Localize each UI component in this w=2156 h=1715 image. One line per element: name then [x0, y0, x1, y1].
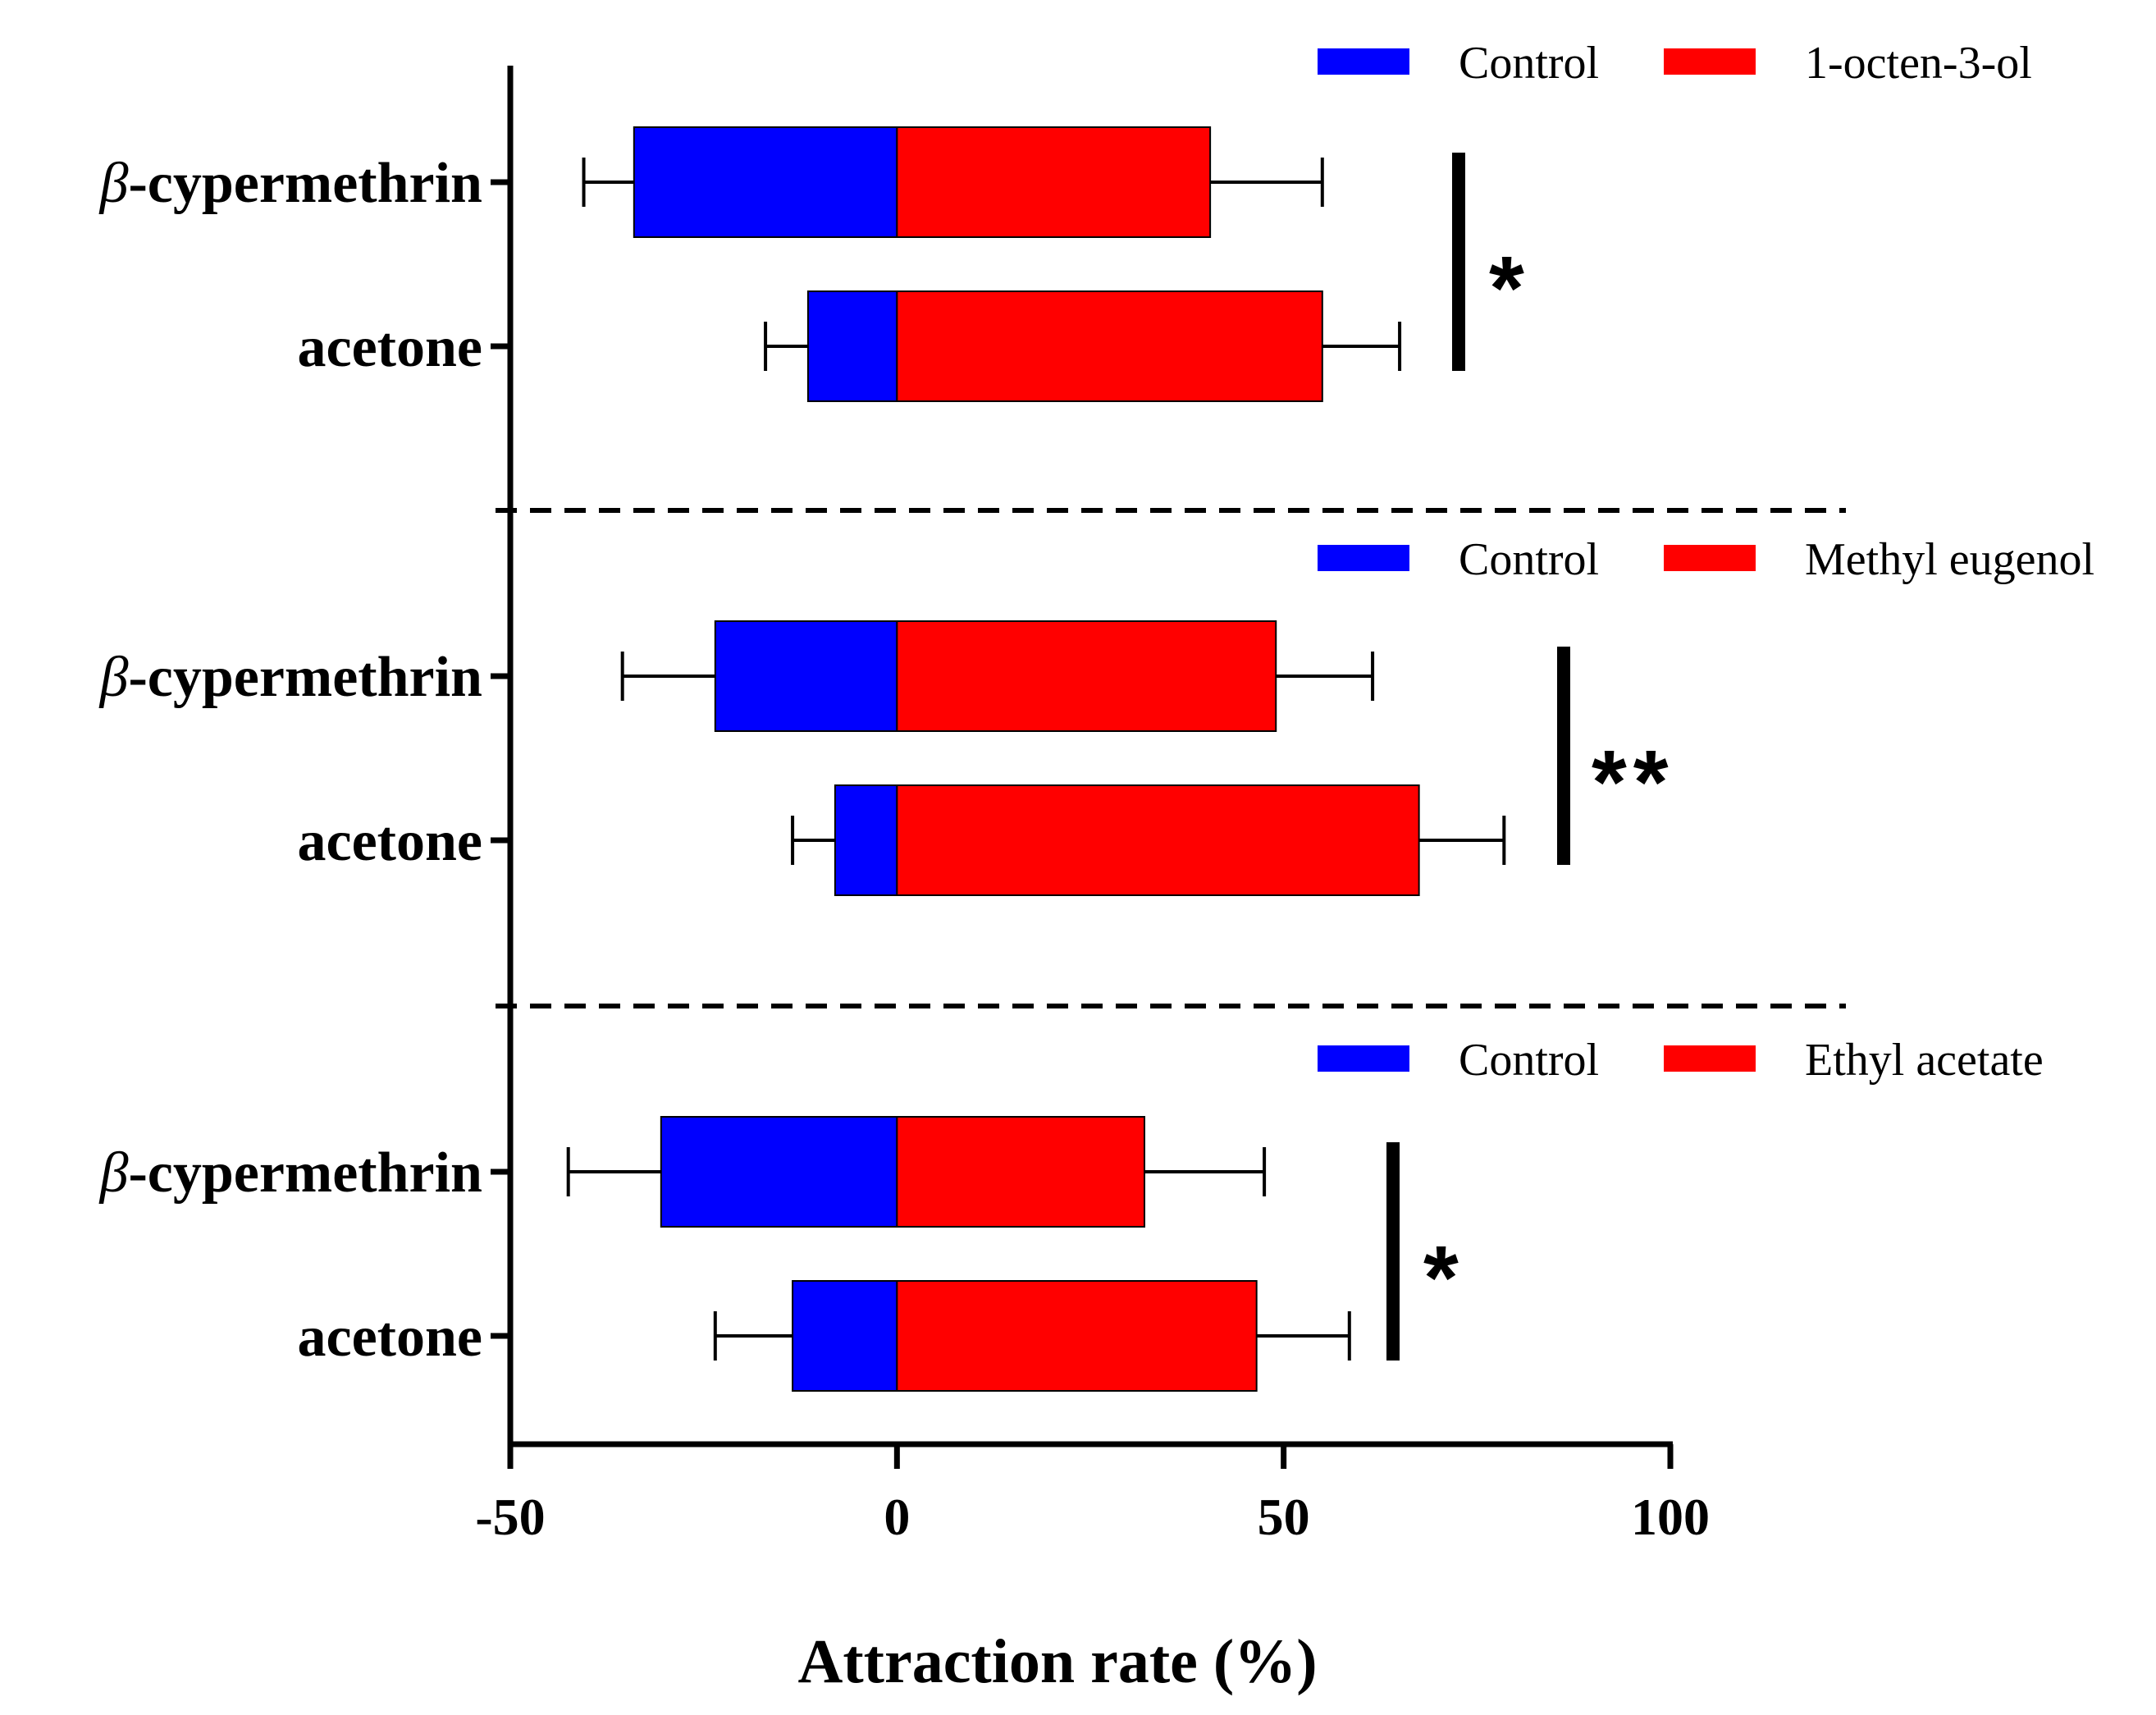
bar-control	[806, 290, 898, 402]
legend-label-treatment: Methyl eugenol	[1805, 534, 2094, 585]
bar-control	[660, 1116, 898, 1228]
x-tick-label: 0	[884, 1488, 910, 1546]
category-label: β-cypermethrin	[98, 646, 482, 709]
bar-control	[834, 784, 898, 896]
bar-treatment	[896, 290, 1323, 402]
legend-label-control: Control	[1459, 38, 1599, 89]
legend-swatch-control	[1318, 545, 1409, 571]
x-tick-label: 50	[1258, 1488, 1310, 1546]
legend-swatch-control	[1318, 1045, 1409, 1072]
bar-treatment	[896, 126, 1212, 238]
category-label-text: -cypermethrin	[128, 646, 482, 709]
bar-treatment	[896, 620, 1277, 732]
significance-marker: *	[1423, 1228, 1465, 1329]
x-axis-title: Attraction rate (%)	[797, 1627, 1317, 1696]
legend-label-control: Control	[1459, 534, 1599, 585]
category-label-text: acetone	[298, 810, 482, 873]
x-tick-label: -50	[475, 1488, 545, 1546]
legend-swatch-treatment	[1664, 48, 1756, 75]
category-label-text: acetone	[298, 316, 482, 379]
category-label-text: acetone	[298, 1306, 482, 1369]
bar-treatment	[896, 784, 1420, 896]
category-label: acetone	[298, 316, 482, 379]
category-label: acetone	[298, 810, 482, 873]
bar-control	[792, 1280, 898, 1392]
category-label-text: -cypermethrin	[128, 152, 482, 215]
legend-label-treatment: 1-octen-3-ol	[1805, 38, 2032, 89]
x-tick-label: 100	[1631, 1488, 1710, 1546]
category-label-prefix: β	[98, 1141, 129, 1205]
category-label: β-cypermethrin	[98, 1141, 482, 1205]
category-label-text: -cypermethrin	[128, 1141, 482, 1205]
legend-label-treatment: Ethyl acetate	[1805, 1035, 2044, 1086]
significance-marker: **	[1592, 732, 1675, 833]
bar-treatment	[896, 1116, 1145, 1228]
legend-label-control: Control	[1459, 1035, 1599, 1086]
bar-control	[714, 620, 898, 732]
bar-control	[633, 126, 898, 238]
bar-treatment	[896, 1280, 1258, 1392]
category-label: β-cypermethrin	[98, 152, 482, 215]
significance-marker: *	[1489, 238, 1531, 339]
legend-swatch-treatment	[1664, 1045, 1756, 1072]
category-label-prefix: β	[98, 646, 129, 709]
category-label-prefix: β	[98, 152, 129, 215]
legend-swatch-treatment	[1664, 545, 1756, 571]
category-label: acetone	[298, 1306, 482, 1369]
legend-swatch-control	[1318, 48, 1409, 75]
